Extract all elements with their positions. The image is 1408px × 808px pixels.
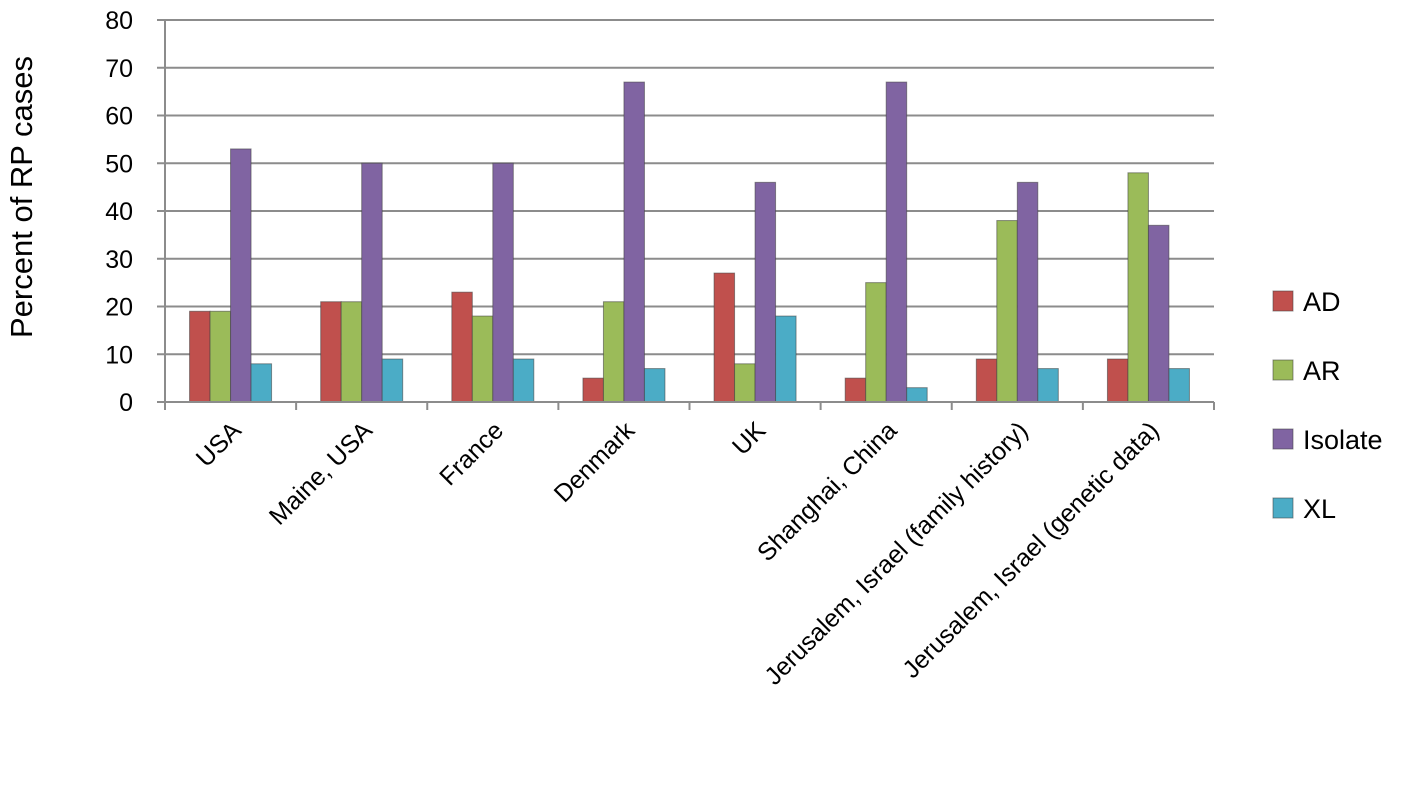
bar-isolate-7 [1147, 224, 1170, 403]
bar-xl-1 [381, 358, 404, 403]
bar-xl-0 [250, 363, 273, 403]
bar-ar-3 [602, 301, 625, 403]
bar-xl-7 [1168, 368, 1190, 403]
bar-ad-3 [582, 377, 604, 403]
bar-isolate-2 [492, 162, 514, 403]
y-axis-title: Percent of RP cases [4, 56, 39, 338]
y-tick-label: 10 [105, 341, 133, 369]
bar-xl-4 [775, 315, 797, 403]
legend-item-ad: AD [1272, 287, 1341, 317]
bar-isolate-4 [754, 181, 777, 403]
bar-isolate-5 [885, 81, 908, 403]
bar-ar-6 [996, 220, 1018, 403]
bar-ad-4 [713, 272, 736, 403]
bar-ar-5 [865, 282, 887, 403]
bar-ad-7 [1106, 358, 1129, 403]
bar-ar-7 [1127, 172, 1149, 403]
x-tick-label: France [434, 416, 509, 491]
bar-ad-0 [189, 310, 211, 403]
bar-xl-6 [1037, 368, 1059, 403]
legend-label: AR [1303, 356, 1341, 386]
y-tick-label: 20 [105, 294, 133, 322]
y-tick-label: 80 [105, 7, 133, 35]
bar-isolate-0 [230, 148, 252, 403]
axes [157, 19, 1215, 410]
bar-ar-1 [340, 301, 363, 403]
legend-swatch [1272, 428, 1294, 450]
y-tick-label: 60 [105, 103, 133, 131]
bar-ad-2 [451, 291, 473, 403]
legend-label: XL [1303, 494, 1336, 524]
x-tick-label: Denmark [549, 416, 641, 508]
legend-item-xl: XL [1272, 494, 1336, 524]
bar-isolate-3 [623, 81, 645, 403]
bar-xl-5 [906, 387, 928, 403]
legend-label: Isolate [1303, 425, 1383, 455]
legend-item-ar: AR [1272, 356, 1341, 386]
x-tick-label: USA [191, 416, 247, 472]
bar-ar-4 [734, 363, 756, 403]
bar-ad-5 [844, 377, 867, 403]
x-tick-label: Maine, USA [264, 416, 378, 530]
y-tick-label: 40 [105, 198, 133, 226]
y-tick-label: 70 [105, 55, 133, 83]
bar-xl-2 [512, 358, 535, 403]
y-tick-label: 50 [105, 150, 133, 178]
y-tick-label: 0 [119, 389, 133, 417]
bar-xl-3 [643, 368, 666, 403]
bar-ar-0 [209, 310, 232, 403]
x-tick-label: Jerusalem, Israel (genetic data) [897, 416, 1164, 683]
legend-swatch [1272, 290, 1294, 312]
x-tick-label: UK [727, 416, 772, 461]
y-tick-label: 30 [105, 246, 133, 274]
bar-isolate-1 [361, 162, 383, 403]
x-tick-label: Shanghai, China [752, 416, 903, 567]
bar-isolate-6 [1016, 181, 1039, 403]
legend-swatch [1272, 359, 1294, 381]
x-tick-label: Jerusalem, Israel (family history) [759, 416, 1033, 690]
legend-swatch [1272, 497, 1294, 519]
legend: AD AR Isolate XL [1272, 287, 1383, 524]
legend-item-isolate: Isolate [1272, 425, 1383, 455]
legend-label: AD [1303, 287, 1341, 317]
bar-ad-6 [975, 358, 998, 403]
bar-ar-2 [471, 315, 494, 403]
bar-ad-1 [320, 301, 342, 403]
